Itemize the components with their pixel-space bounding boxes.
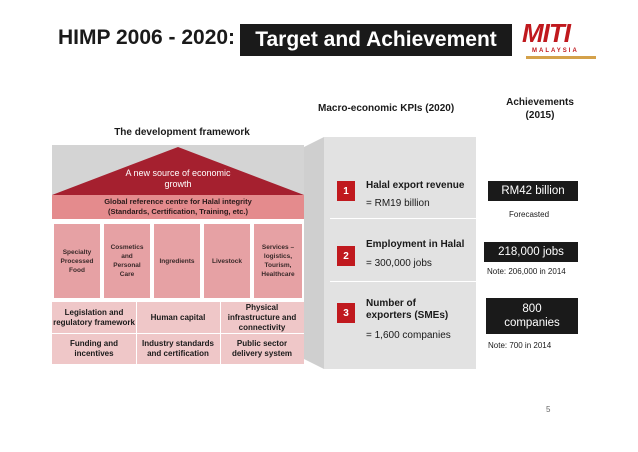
pillar-line: Care	[119, 271, 135, 278]
pillar-ingredients: Ingredients	[154, 224, 200, 298]
funnel-connector	[304, 137, 324, 369]
pillar-specialty-food: Specialty Processed Food	[54, 224, 100, 298]
achievement-note-2: Note: 206,000 in 2014	[487, 267, 566, 276]
pillar-line: Services –	[261, 244, 295, 251]
achievement-box-3-line1: 800	[522, 303, 542, 315]
title-prefix: HIMP 2006 - 2020:	[58, 26, 236, 49]
global-line2: (Standards, Certification, Training, etc…	[107, 207, 249, 216]
kpi-title-3-line1: Number of	[366, 298, 416, 309]
pillar-line: Cosmetics	[110, 244, 144, 251]
achievement-box-2: 218,000 jobs	[484, 242, 578, 262]
global-reference-band: Global reference centre for Halal integr…	[52, 195, 304, 219]
pillar-line: and	[121, 253, 133, 260]
foundation-line: Industry standards	[141, 339, 214, 348]
roof-text-line1: A new source of economic	[125, 168, 231, 178]
kpi-title-3: Number of exporters (SMEs)	[366, 298, 448, 322]
achievements-header: Achievements (2015)	[488, 96, 592, 122]
kpi-divider	[330, 218, 476, 219]
pillar-line: logistics,	[263, 253, 293, 260]
pillar-line: Processed	[60, 257, 94, 265]
roof-text: A new source of economic growth	[52, 168, 304, 190]
kpi-number-2: 2	[337, 246, 355, 266]
kpi-title-2: Employment in Halal	[366, 239, 465, 250]
foundation-line: infrastructure and	[227, 312, 297, 322]
pillar-line: Ingredients	[159, 257, 195, 265]
pillar-line: Healthcare	[261, 271, 295, 278]
framework-title: The development framework	[114, 127, 250, 138]
pillar-line: Personal	[113, 262, 141, 269]
foundation-divider	[136, 302, 137, 364]
foundation-line: connectivity	[238, 322, 286, 332]
foundation-line: Funding and	[70, 339, 118, 348]
pillar-line: Food	[69, 266, 85, 274]
kpi-value-1: = RM19 billion	[366, 198, 430, 209]
achievement-box-3: 800 companies	[486, 298, 578, 334]
logo-mark: MITI	[522, 18, 571, 48]
foundation-standards: Industry standards and certification	[136, 334, 220, 364]
kpi-value-3: = 1,600 companies	[366, 330, 451, 341]
achievement-note-3: Note: 700 in 2014	[488, 341, 552, 350]
pillar-cosmetics: Cosmetics and Personal Care	[104, 224, 150, 298]
pillar-line: Specialty	[62, 248, 92, 256]
logo-subtitle: MALAYSIA	[532, 48, 579, 54]
miti-logo: MITI MALAYSIA	[522, 18, 598, 62]
kpi-title-3-line2: exporters (SMEs)	[366, 310, 449, 321]
foundation-public-sector: Public sector delivery system	[220, 334, 304, 364]
pillar-services: Services – logistics, Tourism, Healthcar…	[254, 224, 302, 298]
logo-underline	[526, 56, 596, 59]
achievements-header-line2: (2015)	[525, 110, 555, 121]
kpi-value-2: = 300,000 jobs	[366, 258, 432, 269]
achievements-header-line1: Achievements	[506, 97, 574, 108]
title-highlight: Target and Achievement	[240, 24, 512, 56]
foundation-divider	[52, 333, 304, 334]
pillar-livestock: Livestock	[204, 224, 250, 298]
foundation-human-capital: Human capital	[136, 302, 220, 333]
kpi-header: Macro-economic KPIs (2020)	[318, 103, 455, 114]
achievement-box-1: RM42 billion	[488, 181, 578, 201]
foundation-infrastructure: Physical infrastructure and connectivity	[220, 302, 304, 333]
achievement-note-1: Forecasted	[509, 210, 550, 219]
global-line1: Global reference centre for Halal integr…	[104, 197, 252, 206]
foundation-legislation: Legislation and regulatory framework	[52, 302, 136, 333]
kpi-number-1: 1	[337, 181, 355, 201]
roof-triangle	[52, 147, 304, 195]
foundation-line: Physical	[245, 302, 279, 312]
kpi-divider	[330, 281, 476, 282]
foundation-line: delivery system	[231, 349, 293, 358]
foundation-line: Legislation and	[64, 307, 124, 317]
foundation-line: regulatory framework	[53, 317, 135, 327]
pillar-line: Livestock	[212, 257, 242, 265]
foundation-line: incentives	[74, 349, 114, 358]
foundation-funding: Funding and incentives	[52, 334, 136, 364]
page-number: 5	[546, 405, 551, 414]
foundation-line: and certification	[147, 349, 209, 358]
kpi-title-1: Halal export revenue	[366, 180, 465, 191]
foundation-line: Human capital	[150, 312, 206, 322]
pillar-line: Tourism,	[264, 262, 292, 269]
achievement-box-3-line2: companies	[504, 317, 560, 329]
foundation-line: Public sector	[236, 339, 288, 348]
roof-text-line2: growth	[164, 179, 192, 189]
kpi-number-3: 3	[337, 303, 355, 323]
foundation-divider	[220, 302, 221, 364]
